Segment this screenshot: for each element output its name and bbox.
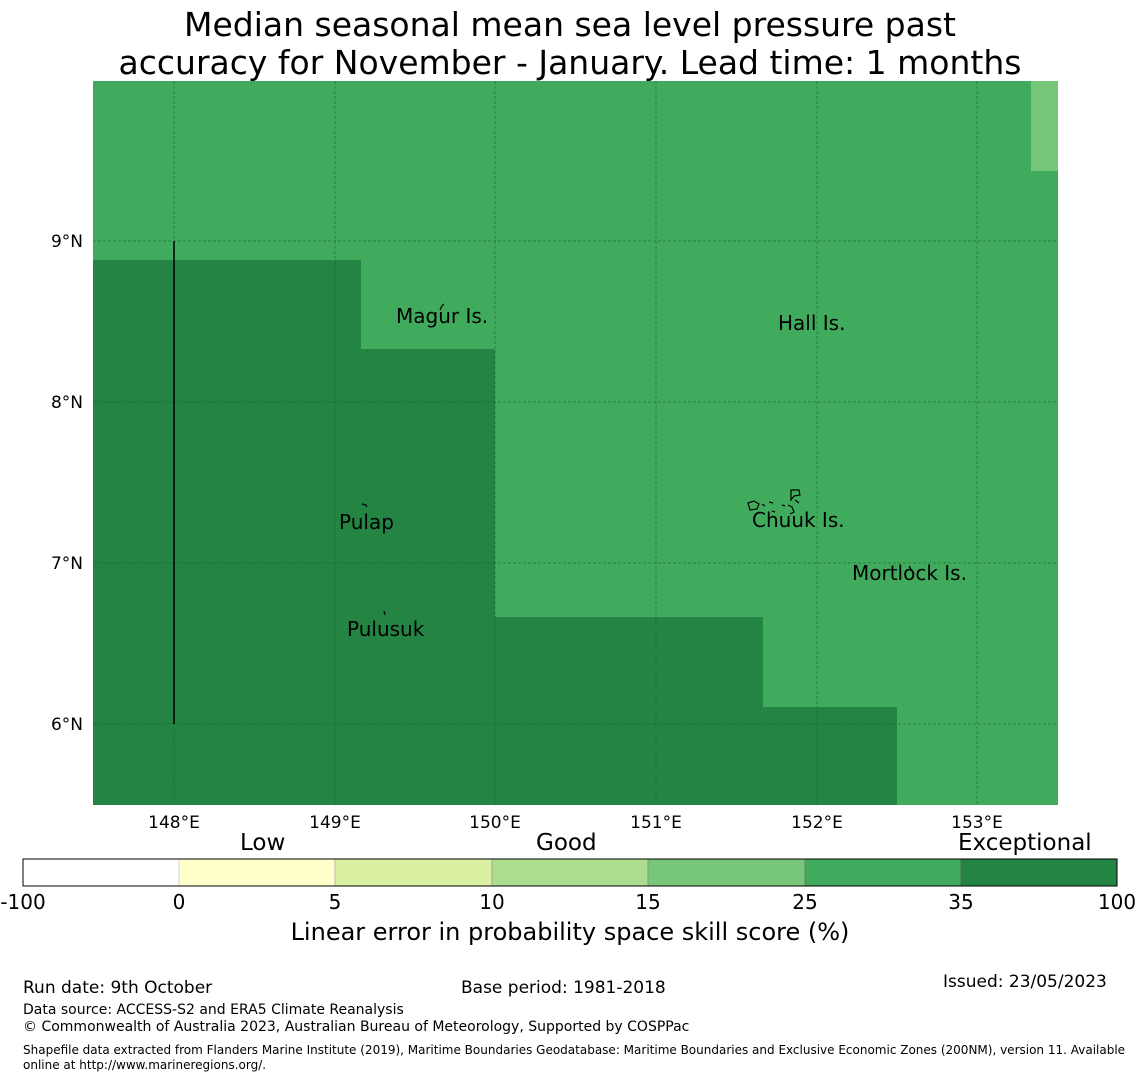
island-label-pulap: Pulap (339, 510, 394, 534)
colorbar-tick-1: 0 (173, 890, 186, 914)
lat-tick-6: 6°N (51, 715, 83, 735)
colorbar-seg-1 (178, 858, 336, 887)
issued-date: Issued: 23/05/2023 (943, 972, 1107, 992)
colorbar-seg-4 (647, 858, 806, 887)
lon-tick-150: 150°E (469, 813, 521, 833)
lat-tick-7: 7°N (51, 554, 83, 574)
lon-tick-151: 151°E (630, 813, 682, 833)
colorbar-tick-2: 5 (329, 890, 342, 914)
colorbar-category-good: Good (536, 830, 597, 856)
run-date: Run date: 9th October (23, 978, 213, 998)
shapefile-credit: Shapefile data extracted from Flanders M… (23, 1043, 1126, 1072)
map-cell-light-ne (1031, 81, 1058, 171)
colorbar-tick-3: 10 (479, 890, 504, 914)
lon-tick-152: 152°E (791, 813, 843, 833)
colorbar-frame (22, 858, 1118, 887)
island-mortlock (908, 565, 912, 570)
chart-title: Median seasonal mean sea level pressure … (0, 6, 1140, 82)
island-label-pulusuk: Pulusuk (347, 617, 425, 641)
colorbar-seg-2 (334, 858, 493, 887)
colorbar-tick-5: 25 (792, 890, 817, 914)
lon-tick-149: 149°E (309, 813, 361, 833)
lat-tick-9: 9°N (51, 232, 83, 252)
colorbar-category-exceptional: Exceptional (958, 830, 1092, 856)
island-label-magur: Magur Is. (396, 304, 488, 328)
colorbar-category-low: Low (240, 830, 286, 856)
lat-tick-8: 8°N (51, 393, 83, 413)
island-shapes (361, 303, 912, 616)
colorbar-seg-6 (960, 858, 1118, 887)
colorbar (22, 858, 1118, 887)
colorbar-tick-0: -100 (0, 890, 45, 914)
colorbar-label: Linear error in probability space skill … (290, 918, 850, 946)
island-pulap (361, 503, 368, 508)
colorbar-seg-0 (22, 858, 180, 887)
title-line-2: accuracy for November - January. Lead ti… (118, 43, 1022, 82)
island-chuuk (747, 489, 801, 515)
title-line-1: Median seasonal mean sea level pressure … (184, 5, 956, 44)
colorbar-seg-3 (491, 858, 649, 887)
copyright: © Commonwealth of Australia 2023, Austra… (23, 1019, 690, 1035)
colorbar-seg-5 (804, 858, 962, 887)
lon-tick-153: 153°E (951, 813, 1003, 833)
island-label-chuuk: Chuuk Is. (752, 508, 845, 532)
island-label-mortlock: Mortlock Is. (852, 561, 967, 585)
data-source: Data source: ACCESS-S2 and ERA5 Climate … (23, 1002, 404, 1018)
island-pulusuk (383, 610, 386, 616)
base-period: Base period: 1981-2018 (461, 978, 666, 998)
colorbar-tick-6: 35 (948, 890, 973, 914)
island-label-hall: Hall Is. (778, 311, 845, 335)
lon-tick-148: 148°E (148, 813, 200, 833)
island-magur (439, 303, 445, 311)
colorbar-tick-4: 15 (635, 890, 660, 914)
colorbar-tick-7: 100 (1098, 890, 1136, 914)
